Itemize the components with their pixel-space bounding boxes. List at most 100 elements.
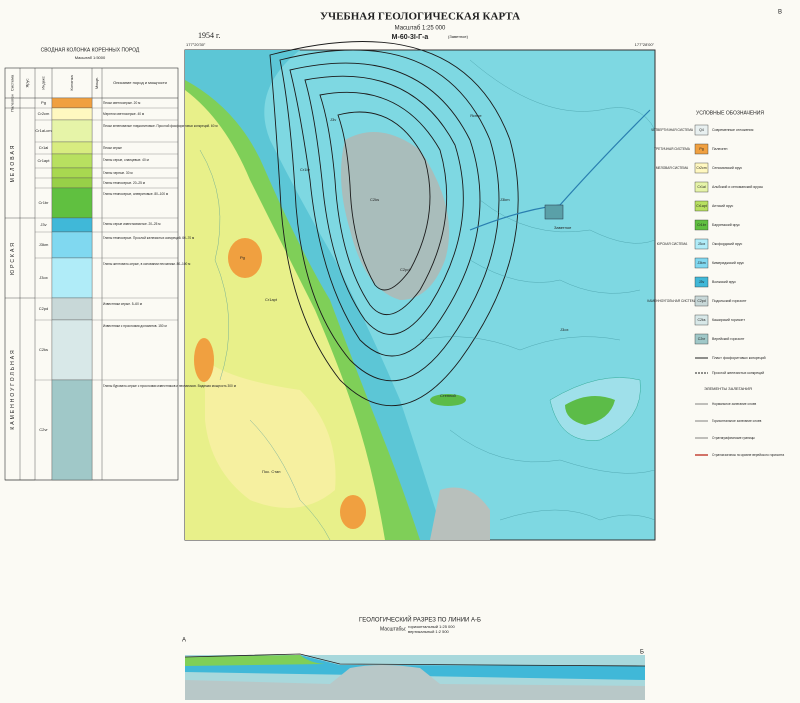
column-layer [51, 141, 93, 155]
barrem-outcrop [565, 396, 615, 425]
legend-swatch [694, 219, 709, 231]
legend-swatch [694, 200, 709, 212]
legend-swatch [694, 295, 709, 307]
column-layer [51, 177, 93, 189]
legend-index: C2ks [698, 318, 706, 322]
column-description: Известняки серые. 5–60 м [103, 302, 142, 306]
column-scale: Масштаб 1:5000 [75, 55, 106, 60]
legend-text: Пласт фосфоритовых конкреций [712, 356, 766, 360]
column-layer [51, 119, 93, 143]
legend-group: МЕЛОВАЯ СИСТЕМА [656, 166, 689, 170]
legend-text: Подольский горизонт [712, 299, 747, 303]
column-layer [51, 107, 93, 121]
legend-subtitle: ЭЛЕМЕНТЫ ЗАЛЕГАНИЯ [704, 386, 752, 391]
pg-outcrop [340, 495, 366, 529]
legend-text: Современные отложения [712, 128, 753, 132]
legend-swatch [694, 124, 709, 136]
column-index: J3ox [39, 275, 47, 280]
legend-group: ЧЕТВЕРТИЧНАЯ СИСТЕМА [651, 128, 694, 132]
section-cretaceous [185, 655, 325, 666]
column-layer [51, 297, 93, 321]
column-layer [51, 217, 93, 233]
legend-index: Cr2cm [696, 166, 706, 170]
carboniferous-dome [341, 132, 450, 300]
sheet-note: (Заветное) [448, 34, 469, 39]
year: 1954 г. [198, 31, 220, 40]
map-index: J3km [500, 197, 510, 202]
map-index: Pg [240, 255, 245, 260]
column-description: Глины темносерые. Прослой железистых кон… [103, 236, 194, 240]
column-index: Cr1apt [37, 158, 50, 163]
corner-letter: В [778, 10, 782, 16]
column-description: Глины буровато-серые с прослоями известн… [103, 384, 236, 388]
section-scale-label: Масштабы: [380, 626, 406, 632]
legend-swatch [694, 162, 709, 174]
column-description: Известняки с прослоями доломитов. 150 м [103, 324, 167, 328]
column-layer [51, 187, 93, 219]
column-description: Глины желтовато-серые, в основании песча… [103, 262, 190, 266]
legend-text: Волжский ярус [712, 280, 736, 284]
legend-text: Прослой железистых конкреций [712, 371, 764, 375]
column-description: Глины темносерые, алевритовые. 80–100 м [103, 192, 168, 196]
legend-index: J3km [697, 261, 705, 265]
column-index: C2ks [39, 347, 48, 352]
village [544, 204, 564, 220]
section: ГЕОЛОГИЧЕСКИЙ РАЗРЕЗ ПО ЛИНИИ А-Б Масшта… [182, 616, 646, 700]
legend-index: C2pd [697, 299, 705, 303]
place-name: Степной [440, 393, 456, 398]
column-index: C2pd [39, 306, 49, 311]
column-system: ЮРСКАЯ [10, 241, 16, 275]
legend-swatch [694, 143, 709, 155]
column-description: Глины темносерые. 20–25 м [103, 181, 145, 185]
column-description: Пески светлосерые. 20 м [103, 101, 140, 105]
column-header: Система [10, 74, 15, 91]
place-name: Пос. Стан [262, 469, 280, 474]
column-description: Глины серые известковистые. 20–25 м [103, 222, 160, 226]
column-layer [51, 319, 93, 381]
legend-text: Аптский ярус [712, 204, 733, 208]
legend-swatch [694, 276, 709, 288]
map-index: Cr1apt [265, 297, 278, 302]
column-index: Cr1al-cm [35, 128, 52, 133]
legend-text: Сеноманский ярус [712, 166, 742, 170]
corner-coord: 177°20'30" [186, 42, 206, 47]
structure-contours [269, 41, 519, 407]
legend-swatch [694, 257, 709, 269]
legend-index: C2vr [698, 337, 706, 341]
legend-index: Cr1apt [696, 204, 707, 208]
column-title: СВОДНАЯ КОЛОНКА КОРЕННЫХ ПОРОД [41, 47, 140, 53]
legend-text: Нормальное залегание слоев [712, 402, 756, 406]
legend-text: Палеоген [712, 147, 728, 151]
legend-text: Горизонтальное залегание слоев [712, 419, 762, 423]
column-index: J3v [40, 222, 46, 227]
legend-title: УСЛОВНЫЕ ОБОЗНАЧЕНИЯ [696, 110, 764, 116]
column-description: Глины черные. 30 м [103, 171, 133, 175]
legend-swatch [694, 314, 709, 326]
legend-index: Cr1al [697, 185, 706, 189]
column-header: Описание пород и мощности [113, 80, 167, 85]
section-carboniferous [185, 665, 645, 700]
section-start: А [182, 638, 186, 644]
alb-zone [205, 360, 336, 508]
map-index: Cr1br [300, 167, 311, 172]
legend-group: ТРЕТИЧНАЯ СИСТЕМА [654, 147, 691, 151]
legend-group: ЮРСКАЯ СИСТЕМА [657, 242, 688, 246]
barrem-outcrop [430, 394, 466, 406]
legend-index: J3ox [698, 242, 706, 246]
map-index: J3v [330, 117, 336, 122]
legend-swatch [694, 333, 709, 345]
legend-index: Cr1br [697, 223, 707, 227]
column-description: Глины серые, сланцевые. 40 м [103, 158, 149, 162]
column-description: Пески зеленоватые глауконитовые. Прослой… [103, 124, 218, 128]
column-index: C2vr [39, 427, 48, 432]
legend-index: Q4 [699, 128, 704, 132]
legend-text: Стратиграфические границы [712, 436, 756, 440]
legend-index: J3v [699, 280, 705, 284]
column-layer [51, 379, 93, 481]
map-index: J3ox [560, 327, 568, 332]
column-description: Мергели светлосерые. 40 м [103, 112, 144, 116]
map-index: C2ks [370, 197, 379, 202]
column-system: МЕЛОВАЯ [10, 144, 16, 183]
topo-contours [199, 59, 656, 541]
